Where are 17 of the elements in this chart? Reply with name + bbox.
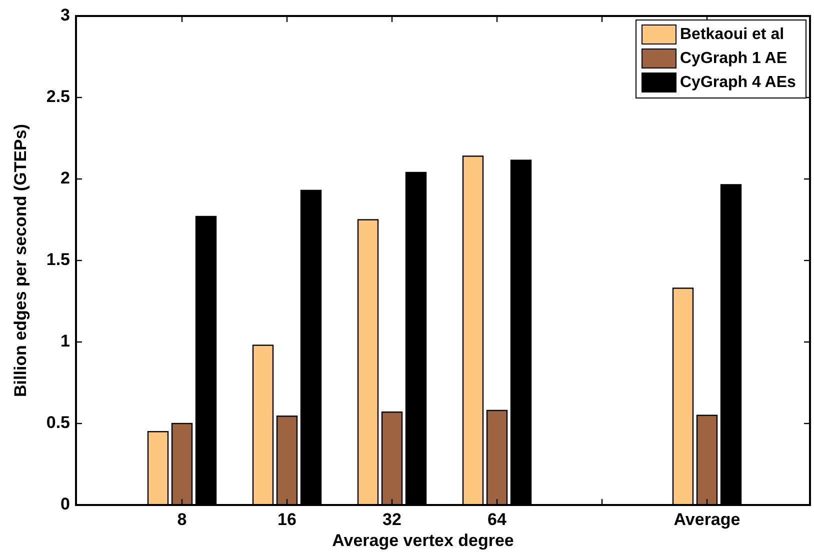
x-tick-label: Average <box>674 510 740 529</box>
y-tick-label: 0.5 <box>46 412 70 432</box>
x-tick-label: 8 <box>177 510 187 529</box>
x-tick-label: 64 <box>488 510 507 529</box>
y-axis-title: Billion edges per second (GTEPs) <box>11 124 30 397</box>
x-tick-label: 32 <box>382 510 402 529</box>
y-tick-label: 1.5 <box>46 250 70 269</box>
legend-label: Betkaoui et al <box>680 26 784 44</box>
y-tick-label: 2.5 <box>46 86 70 106</box>
x-axis-title: Average vertex degree <box>332 531 514 550</box>
y-tick-label: 1 <box>60 331 70 350</box>
x-tick-label: 16 <box>278 510 296 529</box>
legend-label: CyGraph 4 AEs <box>680 74 796 92</box>
y-tick-label: 3 <box>60 5 70 24</box>
y-tick-label: 2 <box>60 168 70 188</box>
legend-label: CyGraph 1 AE <box>680 50 788 68</box>
y-tick-label: 0 <box>60 494 70 514</box>
